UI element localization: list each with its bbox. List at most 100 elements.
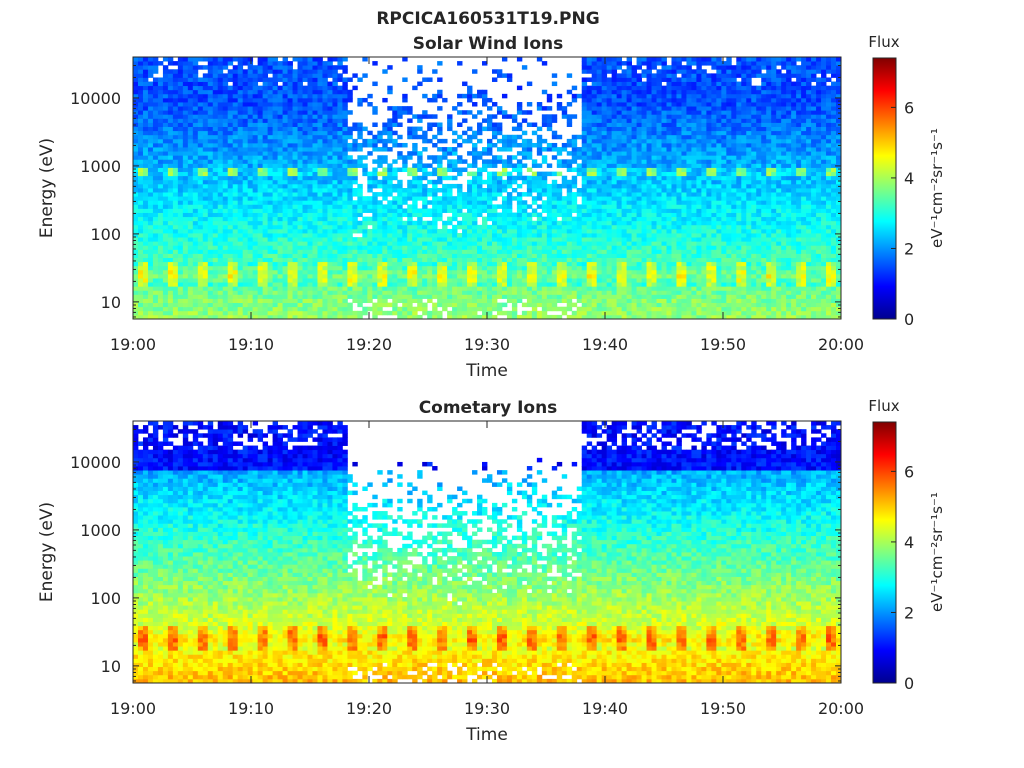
cell <box>417 192 423 197</box>
cell <box>212 126 219 132</box>
cell <box>262 282 269 287</box>
cell <box>267 200 274 205</box>
cell <box>566 220 573 226</box>
cell <box>546 245 553 250</box>
cell <box>367 237 373 242</box>
cell <box>287 228 293 234</box>
cell <box>137 196 144 201</box>
cell <box>307 183 313 189</box>
cell <box>462 167 468 173</box>
cell <box>297 61 303 66</box>
cell <box>387 122 393 127</box>
cell <box>482 61 488 66</box>
cell <box>472 220 478 226</box>
cell <box>202 314 209 320</box>
cell <box>292 69 298 74</box>
cell <box>352 163 358 168</box>
cell <box>561 241 568 246</box>
cell <box>501 110 508 115</box>
cell <box>472 69 478 74</box>
cell <box>152 204 159 209</box>
cell <box>382 224 388 230</box>
cell <box>252 192 259 197</box>
cell <box>342 97 348 103</box>
cell <box>362 261 368 267</box>
cell <box>162 314 169 320</box>
cell <box>257 286 264 291</box>
cell <box>187 61 194 66</box>
cell <box>267 233 274 238</box>
cell <box>272 118 278 123</box>
cell <box>467 179 473 185</box>
cell <box>287 216 293 222</box>
cell <box>561 290 568 295</box>
cell <box>142 106 149 111</box>
cell <box>192 175 199 181</box>
cell <box>267 179 274 185</box>
cell <box>556 233 563 238</box>
cell <box>501 196 508 201</box>
cell <box>162 118 169 123</box>
cell <box>501 237 508 242</box>
cell <box>437 106 443 111</box>
cell <box>247 286 254 291</box>
cell <box>317 110 323 115</box>
cell <box>177 310 184 316</box>
cell <box>581 286 588 291</box>
cell <box>472 310 478 316</box>
cell <box>267 286 274 291</box>
cell <box>496 183 503 189</box>
cell <box>437 294 443 299</box>
cell <box>556 253 563 258</box>
cell <box>182 114 189 119</box>
cell <box>162 310 169 316</box>
cell <box>287 134 293 140</box>
cell <box>202 196 209 201</box>
cell <box>142 212 149 218</box>
cell <box>491 273 498 279</box>
cell <box>501 302 508 308</box>
cell <box>287 175 293 181</box>
cell <box>177 65 184 70</box>
cell <box>133 253 139 258</box>
cell <box>511 233 518 238</box>
cell <box>242 290 249 295</box>
cell <box>267 126 274 132</box>
cell <box>177 77 184 82</box>
cell <box>427 249 433 254</box>
cell <box>212 159 219 164</box>
cell <box>472 265 478 271</box>
cell <box>282 134 288 140</box>
cell <box>472 155 478 160</box>
cell <box>372 257 378 263</box>
cell <box>247 81 254 87</box>
cell <box>402 200 408 205</box>
cell <box>551 192 558 197</box>
cell <box>172 69 179 74</box>
cell <box>566 241 573 246</box>
cell <box>377 147 383 152</box>
cell <box>267 118 274 123</box>
cell <box>137 208 144 213</box>
cell <box>506 253 513 258</box>
cell <box>596 208 603 213</box>
cell <box>133 81 139 87</box>
cell <box>202 142 209 148</box>
cell <box>182 171 189 177</box>
cell <box>307 73 313 78</box>
cell <box>177 306 184 312</box>
cell <box>561 294 568 299</box>
cell <box>317 142 323 148</box>
cell <box>551 142 558 148</box>
cell <box>596 183 603 189</box>
cell <box>407 216 413 222</box>
cell <box>382 126 388 132</box>
cell <box>297 261 303 267</box>
cell <box>287 282 293 287</box>
cell <box>217 282 224 287</box>
cell <box>596 298 603 304</box>
cell <box>252 265 259 271</box>
cell <box>192 220 199 226</box>
cell <box>432 310 438 316</box>
cell <box>506 241 513 246</box>
